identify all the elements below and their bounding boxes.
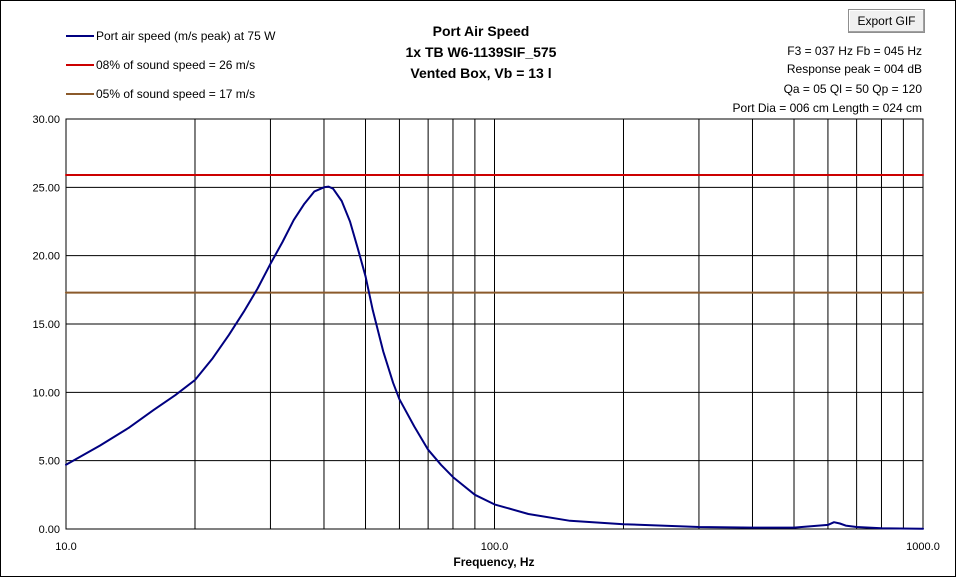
chart-title: Port Air Speed 1x TB W6-1139SIF_575 Vent… — [406, 23, 557, 81]
title-line-1: Port Air Speed — [433, 23, 530, 39]
x-axis-label: Frequency, Hz — [453, 555, 534, 569]
y-tick-label: 25.00 — [32, 182, 60, 194]
y-tick-label: 5.00 — [39, 456, 60, 468]
legend: Port air speed (m/s peak) at 75 W 08% of… — [66, 29, 276, 101]
box-parameters: F3 = 037 Hz Fb = 045 Hz Response peak = … — [733, 44, 923, 115]
y-axis-ticks: 0.00 5.00 10.00 15.00 20.00 25.00 30.00 — [32, 114, 60, 536]
y-tick-label: 0.00 — [39, 524, 60, 536]
plot-area — [65, 118, 924, 530]
y-tick-label: 15.00 — [32, 319, 60, 331]
title-line-2: 1x TB W6-1139SIF_575 — [406, 44, 557, 60]
legend-label-8pct: 08% of sound speed = 26 m/s — [96, 58, 255, 72]
info-line-4: Port Dia = 006 cm Length = 024 cm — [733, 101, 922, 115]
x-axis-ticks: 10.0 100.0 1000.0 — [55, 541, 940, 553]
y-tick-label: 30.00 — [32, 114, 60, 126]
legend-label-5pct: 05% of sound speed = 17 m/s — [96, 87, 255, 101]
grid-lines — [66, 119, 923, 529]
info-line-3: Qa = 05 Ql = 50 Qp = 120 — [784, 82, 923, 96]
export-gif-button[interactable]: Export GIF — [848, 9, 925, 33]
y-tick-label: 10.00 — [32, 387, 60, 399]
y-tick-label: 20.00 — [32, 251, 60, 263]
title-line-3: Vented Box, Vb = 13 l — [410, 65, 551, 81]
x-tick-label: 10.0 — [55, 541, 76, 553]
x-tick-label: 100.0 — [481, 541, 509, 553]
info-line-2: Response peak = 004 dB — [787, 62, 922, 76]
info-line-1: F3 = 037 Hz Fb = 045 Hz — [787, 44, 922, 58]
legend-label-port-speed: Port air speed (m/s peak) at 75 W — [96, 29, 276, 43]
series-layer — [65, 174, 924, 530]
series-line-port-speed — [65, 185, 924, 530]
x-tick-label: 1000.0 — [906, 541, 940, 553]
